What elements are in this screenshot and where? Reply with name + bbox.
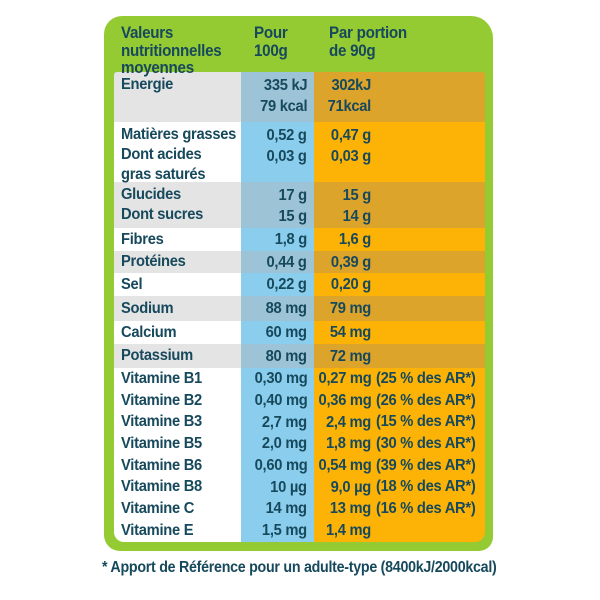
value-per-100g: 0,44 g <box>266 253 307 271</box>
value-per-portion: 15 g 14 g <box>342 187 372 225</box>
header-col-values-label: Valeurs nutritionnelles moyennes <box>121 24 222 77</box>
row-label: Vitamine B6 <box>121 456 202 474</box>
table-row-glucides: Glucides Dont sucres 17 g 15 g 15 g 14 g <box>114 182 485 228</box>
value-per-100g: 10 µg <box>270 478 307 496</box>
row-label: Vitamine B3 <box>121 413 202 431</box>
table-row-vitamine-b1: Vitamine B1 0,30 mg 0,27 mg (25 % des AR*… <box>114 368 485 390</box>
table-row-calcium: Calcium 60 mg 54 mg <box>114 321 485 344</box>
row-label: Vitamine E <box>121 521 194 539</box>
table-row-vitamine-c: Vitamine C 14 mg 13 mg (16 % des AR*) <box>114 498 485 520</box>
row-label: Vitamine B8 <box>121 478 202 496</box>
row-label: Calcium <box>121 323 177 341</box>
value-per-portion: 79 mg <box>329 300 371 317</box>
value-per-portion: 0,54 mg <box>318 457 372 475</box>
value-per-portion: 1,8 mg <box>326 435 371 453</box>
table-row-vitamine-b5: Vitamine B5 2,0 mg 1,8 mg (30 % des AR*) <box>114 433 485 455</box>
value-per-100g: 88 mg <box>265 300 307 317</box>
value-per-portion: 54 mg <box>329 324 371 341</box>
row-label: Vitamine C <box>121 499 195 517</box>
table-row-sodium: Sodium 88 mg 79 mg <box>114 296 485 321</box>
row-label: Vitamine B2 <box>121 391 202 409</box>
value-per-100g: 0,52 g 0,03 g <box>266 127 307 165</box>
percent-ar: (16 % des AR*) <box>376 499 476 517</box>
row-label: Energie <box>121 76 174 93</box>
value-per-100g: 17 g 15 g <box>278 187 308 225</box>
value-per-100g: 335 kJ 79 kcal <box>259 77 307 115</box>
table-header: Valeurs nutritionnelles moyennes Pour 10… <box>114 16 485 76</box>
table-row-vitamine-e: Vitamine E 1,5 mg 1,4 mg <box>114 519 485 542</box>
table-row-vitamine-b2: Vitamine B2 0,40 mg 0,36 mg (26 % des AR*… <box>114 389 485 412</box>
table-row-proteines: Protéines 0,44 g 0,39 g <box>114 251 485 273</box>
row-label: Glucides Dont sucres <box>121 186 204 223</box>
percent-ar: (30 % des AR*) <box>376 434 476 452</box>
row-label: Sel <box>121 275 143 293</box>
row-label: Matières grasses Dont acides gras saturé… <box>121 126 237 183</box>
value-per-100g: 2,7 mg <box>262 413 307 431</box>
value-per-portion: 1,6 g <box>338 231 371 248</box>
value-per-portion: 0,47 g 0,03 g <box>330 127 371 165</box>
value-per-100g: 2,0 mg <box>262 435 307 453</box>
table-row-sel: Sel 0,22 g 0,20 g <box>114 273 485 296</box>
row-label: Potassium <box>121 347 193 364</box>
table-body: Energie 335 kJ 79 kcal 302kJ 71kcal Mati… <box>114 72 485 542</box>
value-per-portion: 0,39 g <box>330 253 371 271</box>
table-row-potassium: Potassium 80 mg 72 mg <box>114 344 485 368</box>
value-per-portion: 1,4 mg <box>326 522 371 540</box>
header-col-per-100g-label: Pour 100g <box>254 24 288 60</box>
value-per-portion: 0,36 mg <box>318 392 372 410</box>
value-per-100g: 14 mg <box>265 500 307 518</box>
value-per-100g: 0,40 mg <box>254 392 307 410</box>
percent-ar: (26 % des AR*) <box>376 391 476 409</box>
value-per-100g: 80 mg <box>265 347 307 365</box>
row-label: Vitamine B5 <box>121 434 202 452</box>
row-label: Protéines <box>121 253 186 270</box>
value-per-portion: 0,20 g <box>330 276 371 293</box>
value-per-portion: 72 mg <box>329 347 371 365</box>
table-row-vitamine-b6: Vitamine B6 0,60 mg 0,54 mg (39 % des AR*… <box>114 454 485 477</box>
percent-ar: (15 % des AR*) <box>376 413 476 431</box>
value-per-portion: 0,27 mg <box>318 370 372 388</box>
header-col-per-portion: Par portion de 90g <box>314 16 485 78</box>
percent-ar: (25 % des AR*) <box>376 369 476 387</box>
row-label: Fibres <box>121 230 164 248</box>
percent-ar: (39 % des AR*) <box>376 456 476 474</box>
row-label: Sodium <box>121 299 174 317</box>
value-per-100g: 0,22 g <box>266 276 307 293</box>
value-per-portion: 13 mg <box>329 500 371 518</box>
value-per-100g: 0,30 mg <box>254 370 307 388</box>
percent-ar: (18 % des AR*) <box>376 478 476 496</box>
table-row-fibres: Fibres 1,8 g 1,6 g <box>114 228 485 251</box>
reference-footnote: * Apport de Référence pour un adulte-typ… <box>102 559 497 576</box>
table-row-vitamine-b8: Vitamine B8 10 µg 9,0 µg (18 % des AR*) <box>114 476 485 499</box>
row-label: Vitamine B1 <box>121 369 202 387</box>
value-per-100g: 0,60 mg <box>254 457 307 475</box>
header-col-values: Valeurs nutritionnelles moyennes <box>114 16 241 78</box>
value-per-100g: 60 mg <box>265 324 307 341</box>
value-per-portion: 302kJ 71kcal <box>327 77 372 115</box>
table-row-energie: Energie 335 kJ 79 kcal 302kJ 71kcal <box>114 72 485 122</box>
header-col-per-100g: Pour 100g <box>241 16 314 78</box>
header-col-per-portion-label: Par portion de 90g <box>329 24 407 60</box>
value-per-100g: 1,5 mg <box>262 522 307 540</box>
nutrition-table: Valeurs nutritionnelles moyennes Pour 10… <box>104 16 493 551</box>
table-row-matieres-grasses: Matières grasses Dont acides gras saturé… <box>114 122 485 185</box>
value-per-portion: 9,0 µg <box>330 478 372 496</box>
value-per-portion: 2,4 mg <box>326 413 371 431</box>
value-per-100g: 1,8 g <box>274 231 307 248</box>
table-row-vitamine-b3: Vitamine B3 2,7 mg 2,4 mg (15 % des AR*) <box>114 411 485 434</box>
